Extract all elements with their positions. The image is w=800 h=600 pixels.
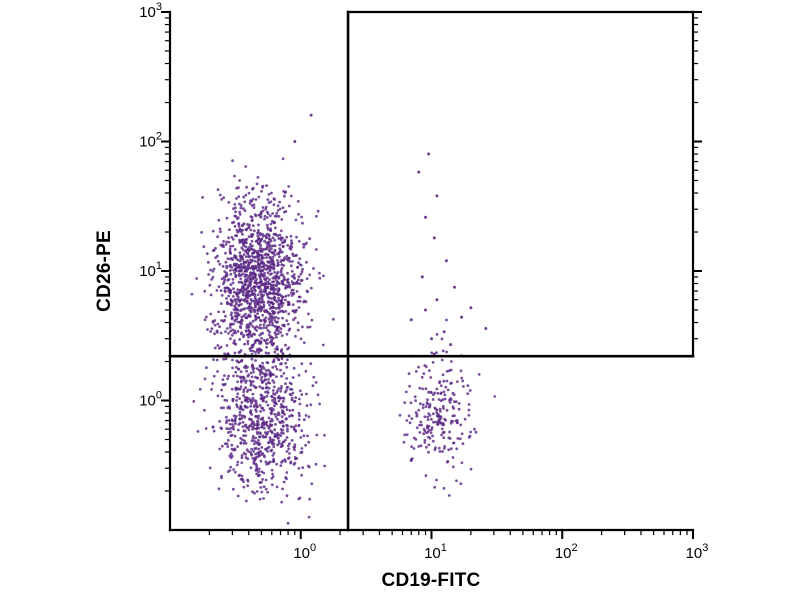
svg-text:103: 103: [139, 1, 162, 21]
svg-text:103: 103: [686, 542, 709, 562]
quadrant-gate-lines: [168, 10, 695, 532]
x-axis-label: CD19-FITC: [382, 570, 481, 591]
svg-text:102: 102: [139, 131, 162, 151]
scatter-points: [190, 113, 497, 525]
y-axis-label: CD26-PE: [94, 230, 115, 312]
svg-text:100: 100: [293, 542, 316, 562]
svg-text:100: 100: [139, 390, 162, 410]
svg-text:101: 101: [424, 542, 447, 562]
svg-text:101: 101: [139, 260, 162, 280]
svg-text:102: 102: [555, 542, 578, 562]
